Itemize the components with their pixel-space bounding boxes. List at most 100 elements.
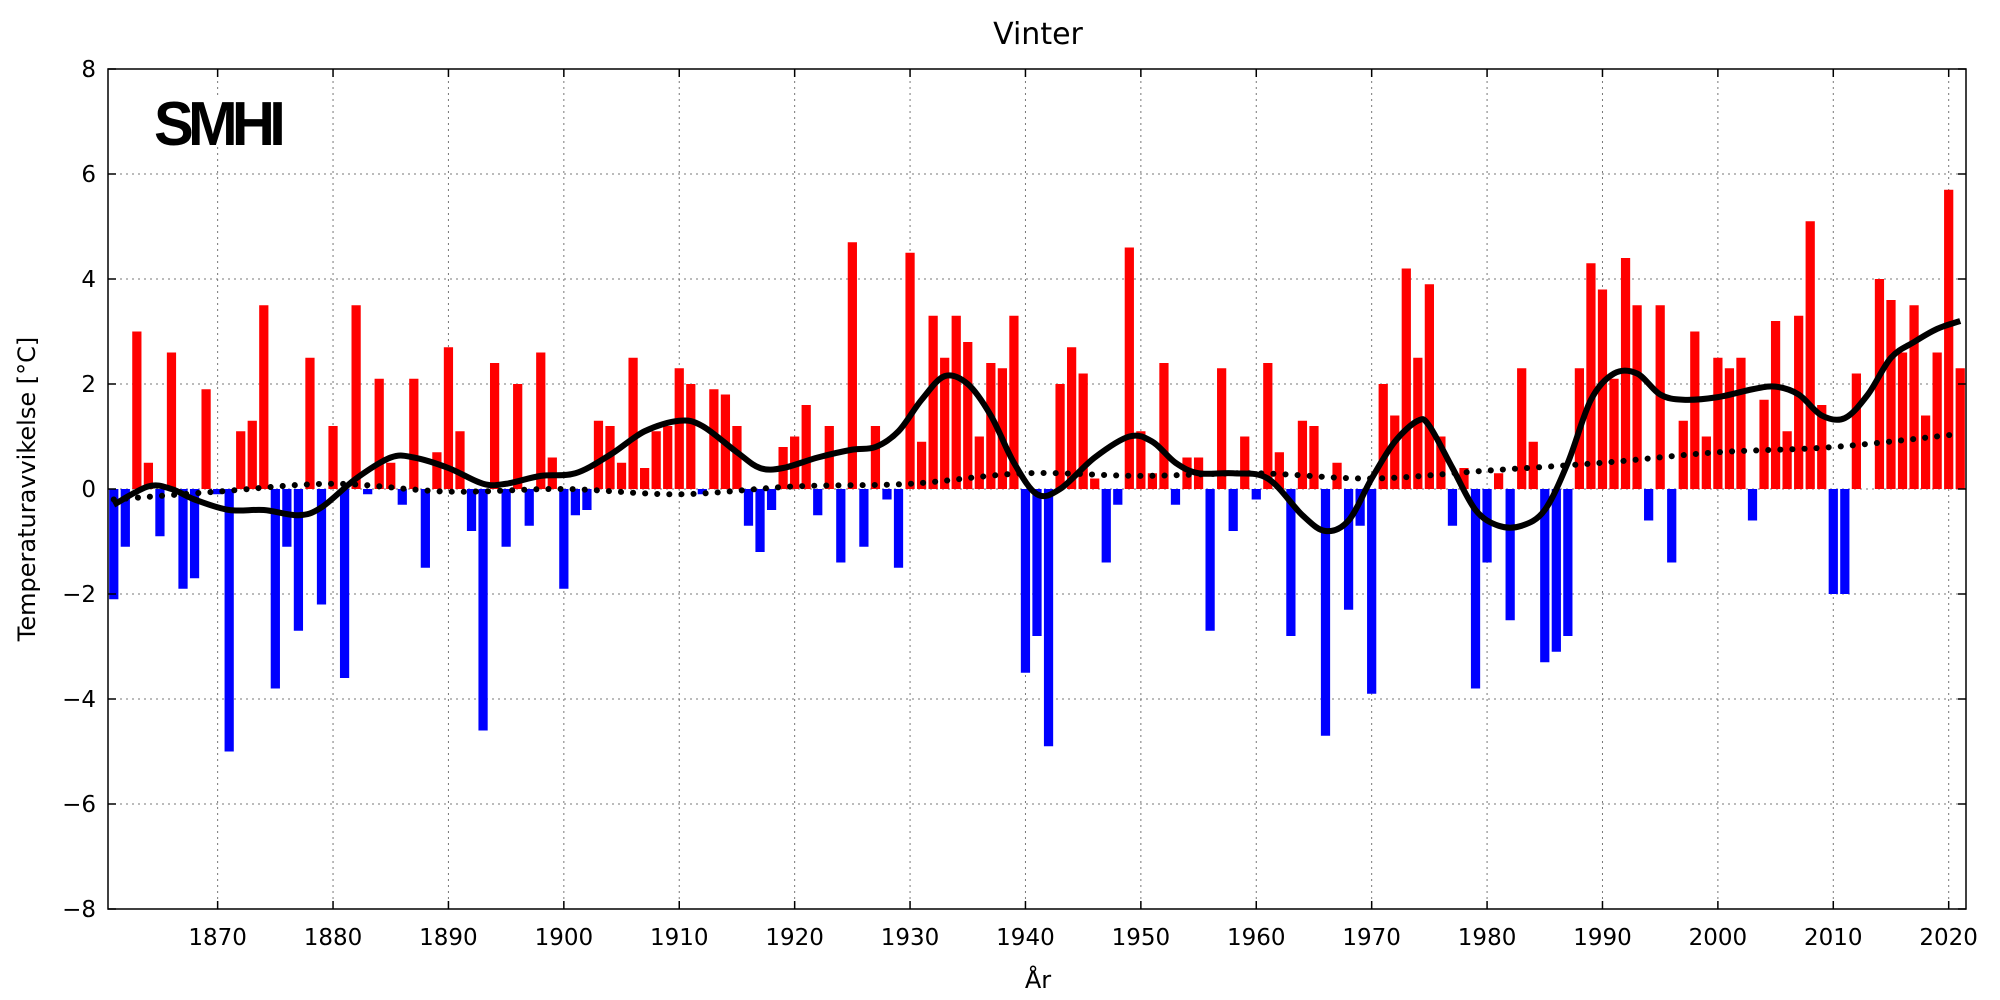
bar-1966 [1320, 489, 1331, 736]
bar-1971 [1378, 384, 1388, 489]
bar-1945 [1078, 373, 1088, 489]
x-tick-label: 1900 [535, 925, 594, 951]
bar-1861 [109, 489, 119, 600]
bar-1872 [236, 431, 246, 489]
y-axis-label: Temperaturavvikelse [°C] [13, 337, 41, 642]
bar-1989 [1586, 263, 1596, 489]
x-tick-label: 1970 [1342, 925, 1401, 951]
bar-1903 [593, 420, 604, 489]
bar-2015 [1886, 300, 1896, 489]
bar-1983 [1517, 368, 1527, 489]
bar-1994 [1644, 489, 1654, 521]
y-tick-label: 2 [81, 372, 96, 398]
bar-1910 [674, 368, 684, 489]
bar-2002 [1736, 357, 1746, 489]
x-tick-label: 1990 [1573, 925, 1632, 951]
bar-1915 [732, 426, 742, 489]
bar-1933 [940, 357, 950, 489]
x-tick-label: 1920 [765, 925, 824, 951]
bar-1998 [1690, 331, 1700, 489]
y-tick-label: −2 [62, 582, 96, 608]
bar-2000 [1713, 357, 1723, 489]
bar-2001 [1724, 368, 1735, 489]
bar-1913 [709, 389, 719, 489]
bar-1889 [432, 452, 442, 489]
bar-1942 [1043, 489, 1054, 747]
bar-1934 [951, 315, 961, 489]
bar-1876 [282, 489, 292, 547]
bar-1890 [443, 347, 454, 489]
bar-1870 [213, 489, 223, 495]
x-tick-label: 1950 [1112, 925, 1171, 951]
bar-1968 [1343, 489, 1354, 610]
bar-1898 [536, 352, 546, 489]
y-tick-label: −6 [62, 792, 96, 818]
bar-2021 [1955, 368, 1965, 489]
bar-1927 [870, 426, 881, 489]
bar-1894 [489, 363, 500, 489]
x-axis-ticks: 1870 1880 1890 1900 1910 1920 1930 1940 1950 1960… [188, 69, 1978, 951]
bar-1905 [616, 462, 627, 489]
bar-1940 [1020, 489, 1031, 673]
bar-1943 [1055, 384, 1065, 489]
x-tick-label: 1890 [419, 925, 478, 951]
bar-2017 [1909, 305, 1919, 489]
bar-1877 [293, 489, 304, 631]
bar-1938 [997, 368, 1007, 489]
trend-line [110, 430, 1964, 503]
bar-2016 [1897, 352, 1908, 489]
bar-1970 [1367, 489, 1377, 694]
bar-1866 [166, 352, 177, 489]
bar-1869 [201, 389, 211, 489]
y-axis-ticks: −8 −6 −4 −2 0 2 4 6 8 [62, 57, 1966, 923]
bar-1886 [397, 489, 407, 505]
bar-1879 [316, 489, 327, 605]
bar-1973 [1401, 268, 1411, 489]
bar-1975 [1424, 284, 1434, 489]
bar-1978 [1459, 468, 1469, 489]
bar-2018 [1920, 415, 1931, 489]
bar-1880 [328, 426, 338, 489]
bar-2014 [1874, 279, 1885, 489]
bar-1873 [247, 420, 257, 489]
bar-1893 [478, 489, 488, 731]
bar-1874 [259, 305, 269, 489]
bar-1964 [1297, 420, 1308, 489]
bar-1902 [582, 489, 592, 510]
bar-1951 [1147, 473, 1158, 489]
bar-1957 [1217, 368, 1227, 489]
bar-1941 [1032, 489, 1042, 636]
bar-1926 [859, 489, 869, 547]
bar-1946 [1090, 478, 1100, 489]
bar-1924 [836, 489, 846, 563]
bar-1892 [466, 489, 477, 531]
x-tick-label: 1880 [304, 925, 363, 951]
bar-1875 [270, 489, 280, 689]
bar-1953 [1170, 489, 1181, 505]
bar-1922 [813, 489, 823, 516]
bar-2011 [1840, 489, 1850, 594]
curves [110, 318, 1964, 535]
bar-1963 [1286, 489, 1296, 636]
smhi-logo: SMHI [154, 90, 289, 159]
bar-1960 [1251, 489, 1261, 500]
x-tick-label: 1980 [1458, 925, 1517, 951]
bar-1895 [501, 489, 511, 547]
y-tick-label: 6 [81, 162, 96, 188]
x-tick-label: 1930 [881, 925, 940, 951]
bar-1863 [132, 331, 142, 489]
x-tick-label: 2010 [1804, 925, 1863, 951]
bar-2019 [1932, 352, 1942, 489]
bar-1908 [651, 431, 661, 489]
bar-1930 [905, 252, 915, 489]
bar-1985 [1540, 489, 1550, 663]
bar-1921 [801, 405, 811, 489]
bar-1952 [1159, 363, 1169, 489]
bar-2009 [1817, 405, 1827, 489]
bar-1911 [686, 384, 696, 489]
x-tick-label: 2020 [1919, 925, 1978, 951]
bar-1882 [351, 305, 361, 489]
bar-1993 [1632, 305, 1642, 489]
bar-1947 [1101, 489, 1111, 563]
